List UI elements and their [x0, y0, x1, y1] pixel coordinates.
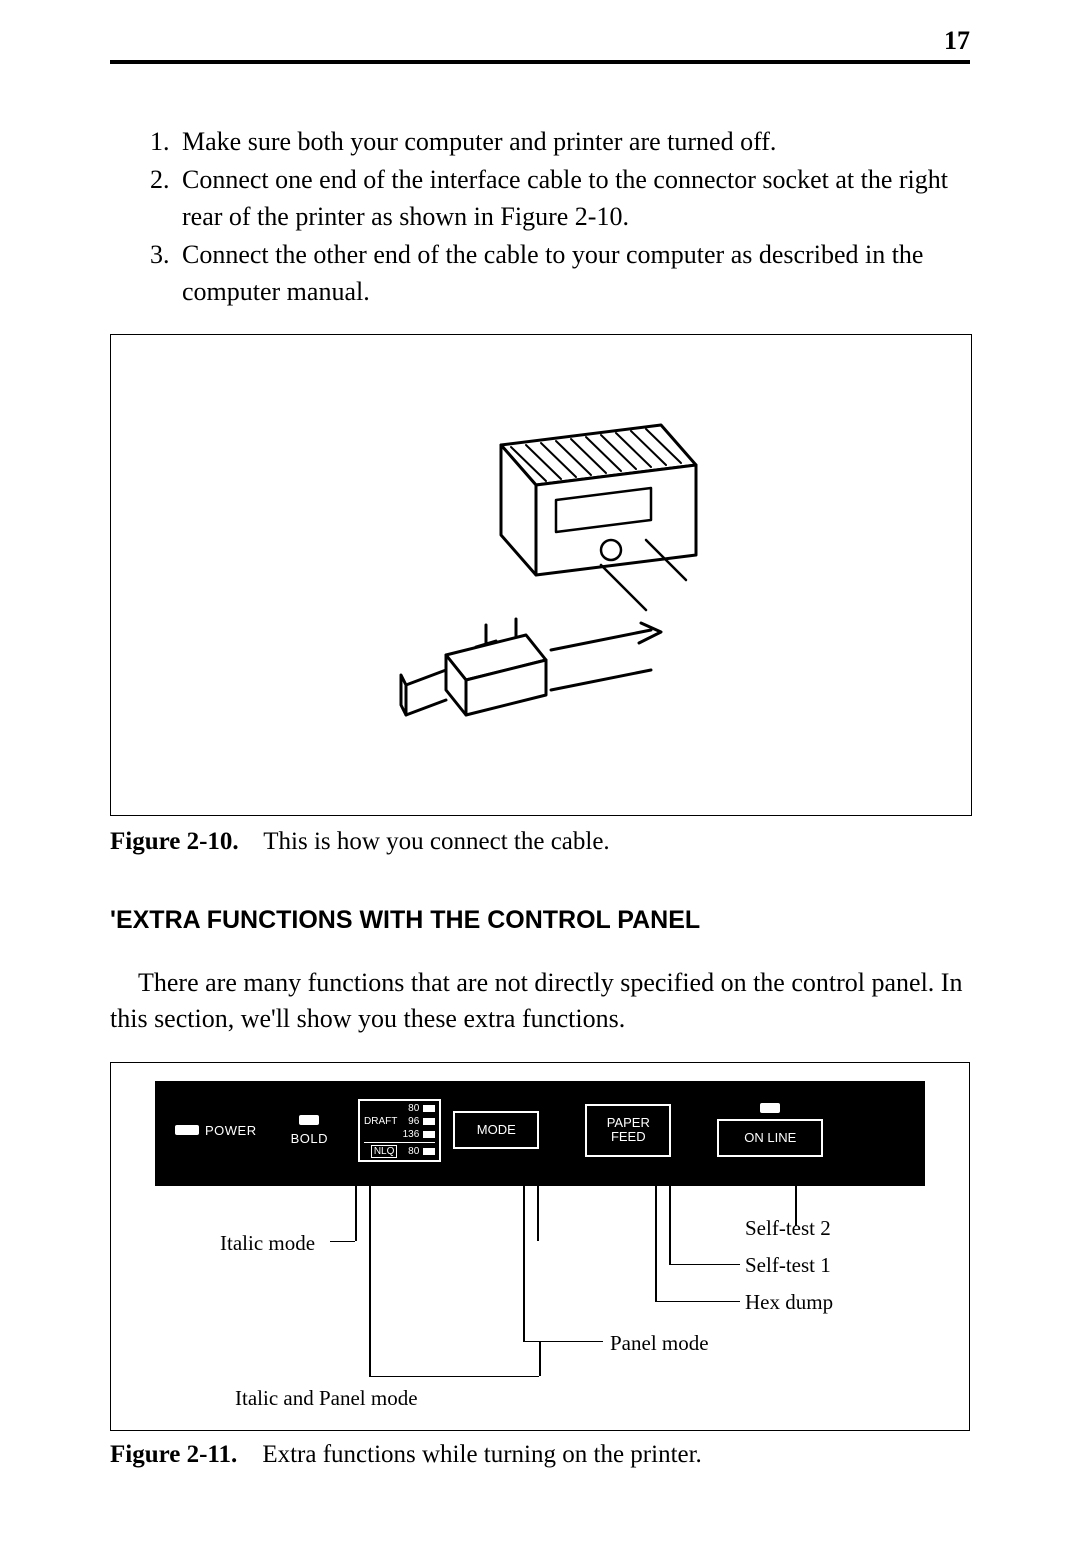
led-icon — [423, 1131, 435, 1138]
mode-button[interactable]: MODE — [453, 1111, 539, 1149]
item-text: Connect the other end of the cable to yo… — [182, 237, 970, 310]
online-led-icon — [760, 1103, 780, 1113]
leader-line — [369, 1376, 539, 1378]
figure-caption-text: Extra functions while turning on the pri… — [262, 1441, 702, 1468]
mode-label: MODE — [477, 1123, 516, 1137]
leader-line — [539, 1341, 541, 1376]
paper-feed-label-2: FEED — [611, 1130, 646, 1144]
item-text: Make sure both your computer and printer… — [182, 124, 970, 160]
list-item: 3. Connect the other end of the cable to… — [150, 237, 970, 310]
callout-italic-panel-mode: Italic and Panel mode — [235, 1386, 418, 1411]
power-label: POWER — [205, 1123, 257, 1138]
led-icon — [423, 1148, 435, 1155]
leader-line — [655, 1186, 657, 1301]
draft-136-label: 136 — [403, 1129, 420, 1140]
bold-led-icon — [299, 1115, 319, 1125]
figure-2-10-box — [110, 334, 972, 816]
power-indicator: POWER — [175, 1123, 257, 1138]
figure-label: Figure 2-11. — [110, 1441, 237, 1468]
draft-96-label: 96 — [408, 1116, 419, 1127]
callouts-area: Italic mode Hex dump Self-test 1 Self-te… — [155, 1186, 925, 1416]
figure-label: Figure 2-10. — [110, 828, 239, 855]
item-number: 2. — [150, 162, 182, 235]
paper-feed-button[interactable]: PAPER FEED — [585, 1104, 671, 1157]
leader-line — [655, 1301, 740, 1303]
figure-caption-text: This is how you connect the cable. — [263, 828, 609, 855]
callout-self-test-2: Self-test 2 — [745, 1216, 831, 1241]
leader-line — [330, 1241, 355, 1243]
callout-hex-dump: Hex dump — [745, 1290, 833, 1315]
draft-label: DRAFT — [364, 1116, 397, 1127]
led-icon — [423, 1105, 435, 1112]
callout-panel-mode: Panel mode — [610, 1331, 709, 1356]
top-rule: 17 — [110, 60, 970, 64]
leader-line — [669, 1186, 671, 1264]
bold-label: BOLD — [291, 1131, 328, 1146]
draft-96-row: DRAFT 96 — [364, 1116, 435, 1127]
list-item: 2. Connect one end of the interface cabl… — [150, 162, 970, 235]
cable-connection-illustration — [351, 385, 731, 765]
leader-line — [669, 1264, 740, 1266]
item-number: 3. — [150, 237, 182, 310]
leader-line — [523, 1186, 525, 1341]
online-button[interactable]: ON LINE — [717, 1119, 823, 1157]
leader-line — [369, 1186, 371, 1376]
body-paragraph: There are many functions that are not di… — [110, 965, 970, 1038]
online-block: ON LINE — [717, 1103, 823, 1157]
section-heading: 'EXTRA FUNCTIONS WITH THE CONTROL PANEL — [110, 906, 970, 935]
bold-indicator: BOLD — [291, 1115, 328, 1146]
callout-italic-mode: Italic mode — [220, 1231, 315, 1256]
draft-136-row: 136 — [364, 1129, 435, 1140]
item-text: Connect one end of the interface cable t… — [182, 162, 970, 235]
leader-line — [523, 1341, 603, 1343]
page: 17 1. Make sure both your computer and p… — [0, 0, 1080, 1549]
draft-nlq-block: 80 DRAFT 96 136 NLQ 80 — [358, 1099, 441, 1162]
item-number: 1. — [150, 124, 182, 160]
leader-line — [355, 1186, 357, 1241]
draft-80-row: 80 — [364, 1103, 435, 1114]
list-item: 1. Make sure both your computer and prin… — [150, 124, 970, 160]
page-number: 17 — [944, 26, 970, 56]
paper-feed-label-1: PAPER — [607, 1116, 650, 1130]
online-label: ON LINE — [744, 1131, 796, 1145]
callout-self-test-1: Self-test 1 — [745, 1253, 831, 1278]
draft-80-label: 80 — [408, 1103, 419, 1114]
instruction-list: 1. Make sure both your computer and prin… — [150, 124, 970, 310]
nlq-80-row: NLQ 80 — [364, 1142, 435, 1158]
led-icon — [423, 1118, 435, 1125]
figure-2-11-box: POWER BOLD 80 DRAFT 96 136 — [110, 1062, 970, 1431]
printer-control-panel: POWER BOLD 80 DRAFT 96 136 — [155, 1081, 925, 1186]
figure-2-10-caption: Figure 2-10. This is how you connect the… — [110, 828, 970, 856]
nlq-label: NLQ — [371, 1145, 398, 1158]
leader-line — [537, 1186, 539, 1241]
figure-2-11-caption: Figure 2-11. Extra functions while turni… — [110, 1441, 970, 1469]
power-led-icon — [175, 1125, 199, 1135]
nlq-80-label: 80 — [408, 1146, 419, 1157]
